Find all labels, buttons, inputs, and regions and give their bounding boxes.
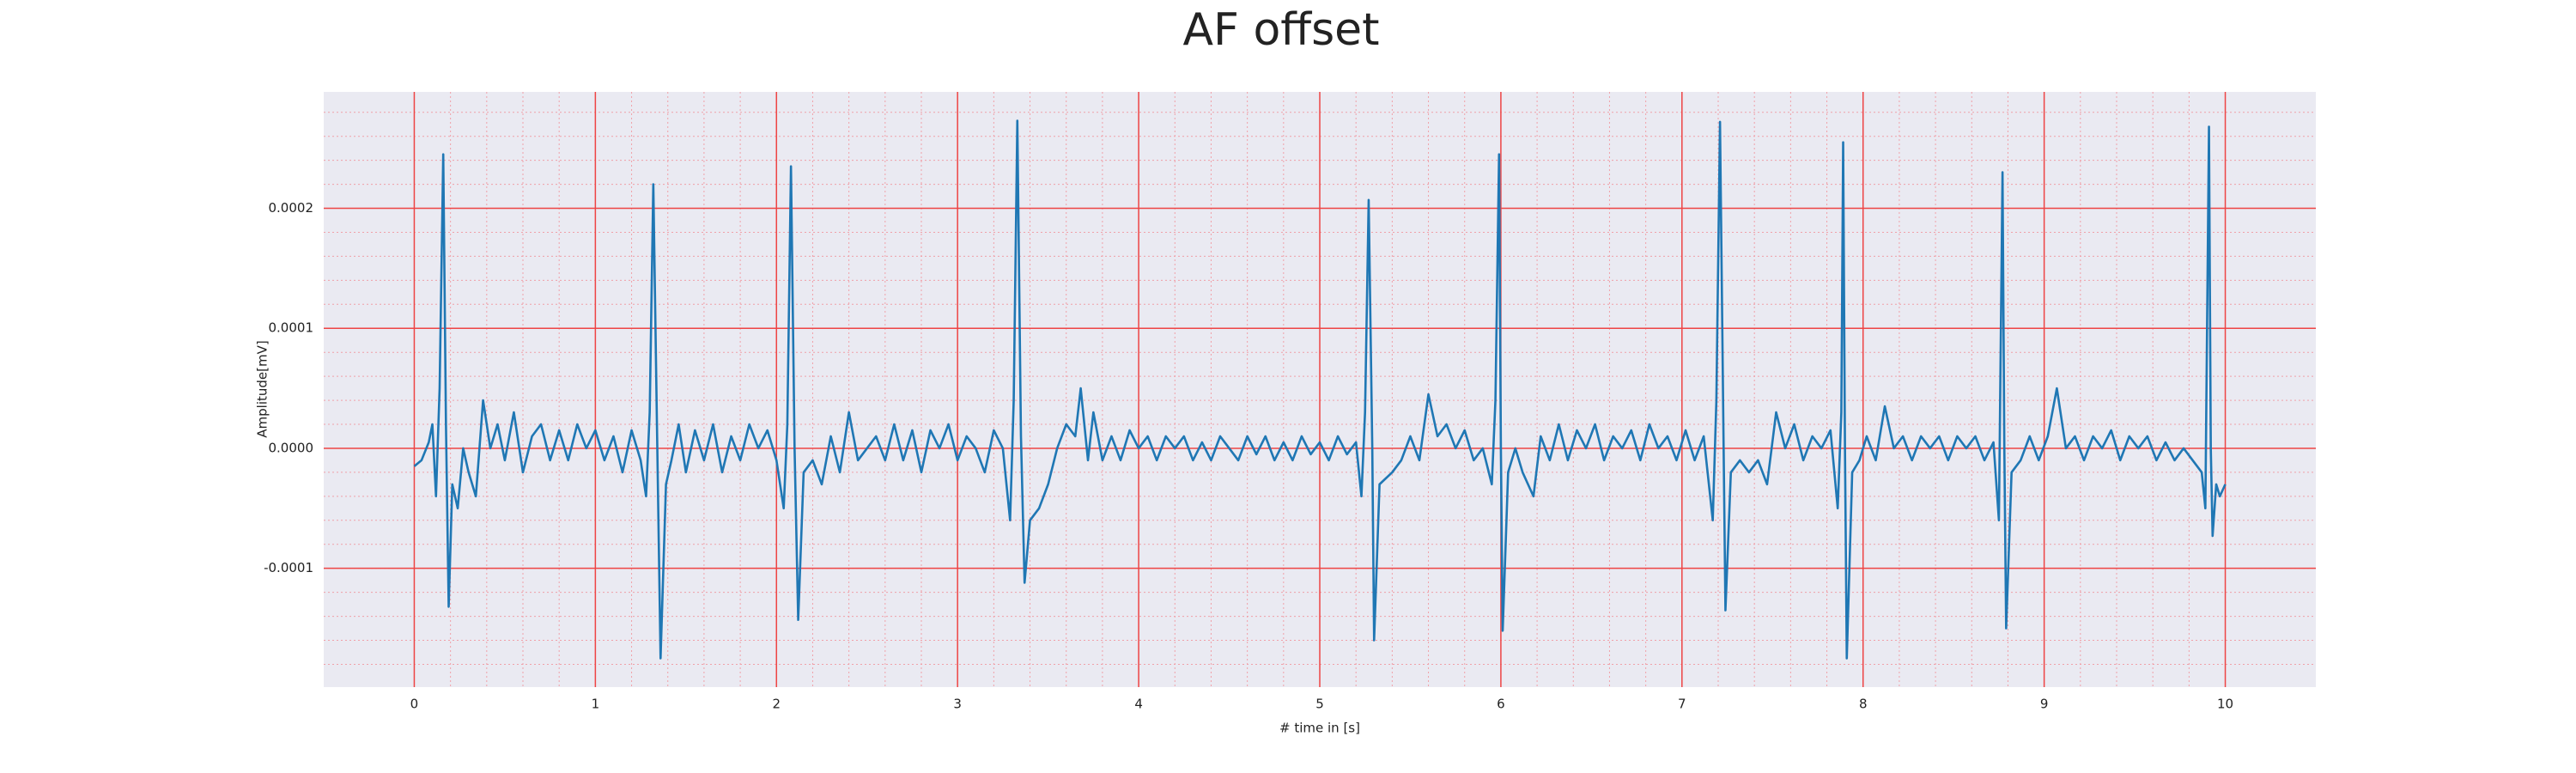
x-tick-label: 8 [1859,697,1868,712]
x-tick-label: 10 [2217,697,2233,712]
y-tick-label: 0.0001 [269,320,314,336]
x-axis-label: # time in [s] [1279,721,1360,736]
y-axis-label: Amplitude[mV] [255,340,270,437]
y-tick-label: -0.0001 [264,560,313,575]
x-tick-label: 7 [1678,697,1686,712]
y-tick-label: 0.0002 [269,200,314,216]
x-tick-label: 6 [1497,697,1505,712]
x-tick-label: 5 [1315,697,1324,712]
chart-title: AF offset [1182,4,1379,56]
x-tick-label: 1 [592,697,600,712]
x-tick-label: 3 [953,697,962,712]
x-tick-label: 9 [2040,697,2049,712]
x-tick-label: 2 [772,697,781,712]
x-tick-label: 0 [410,697,419,712]
signal-line [413,119,2227,660]
y-tick-label: 0.0000 [269,440,314,455]
x-tick-label: 4 [1134,697,1143,712]
